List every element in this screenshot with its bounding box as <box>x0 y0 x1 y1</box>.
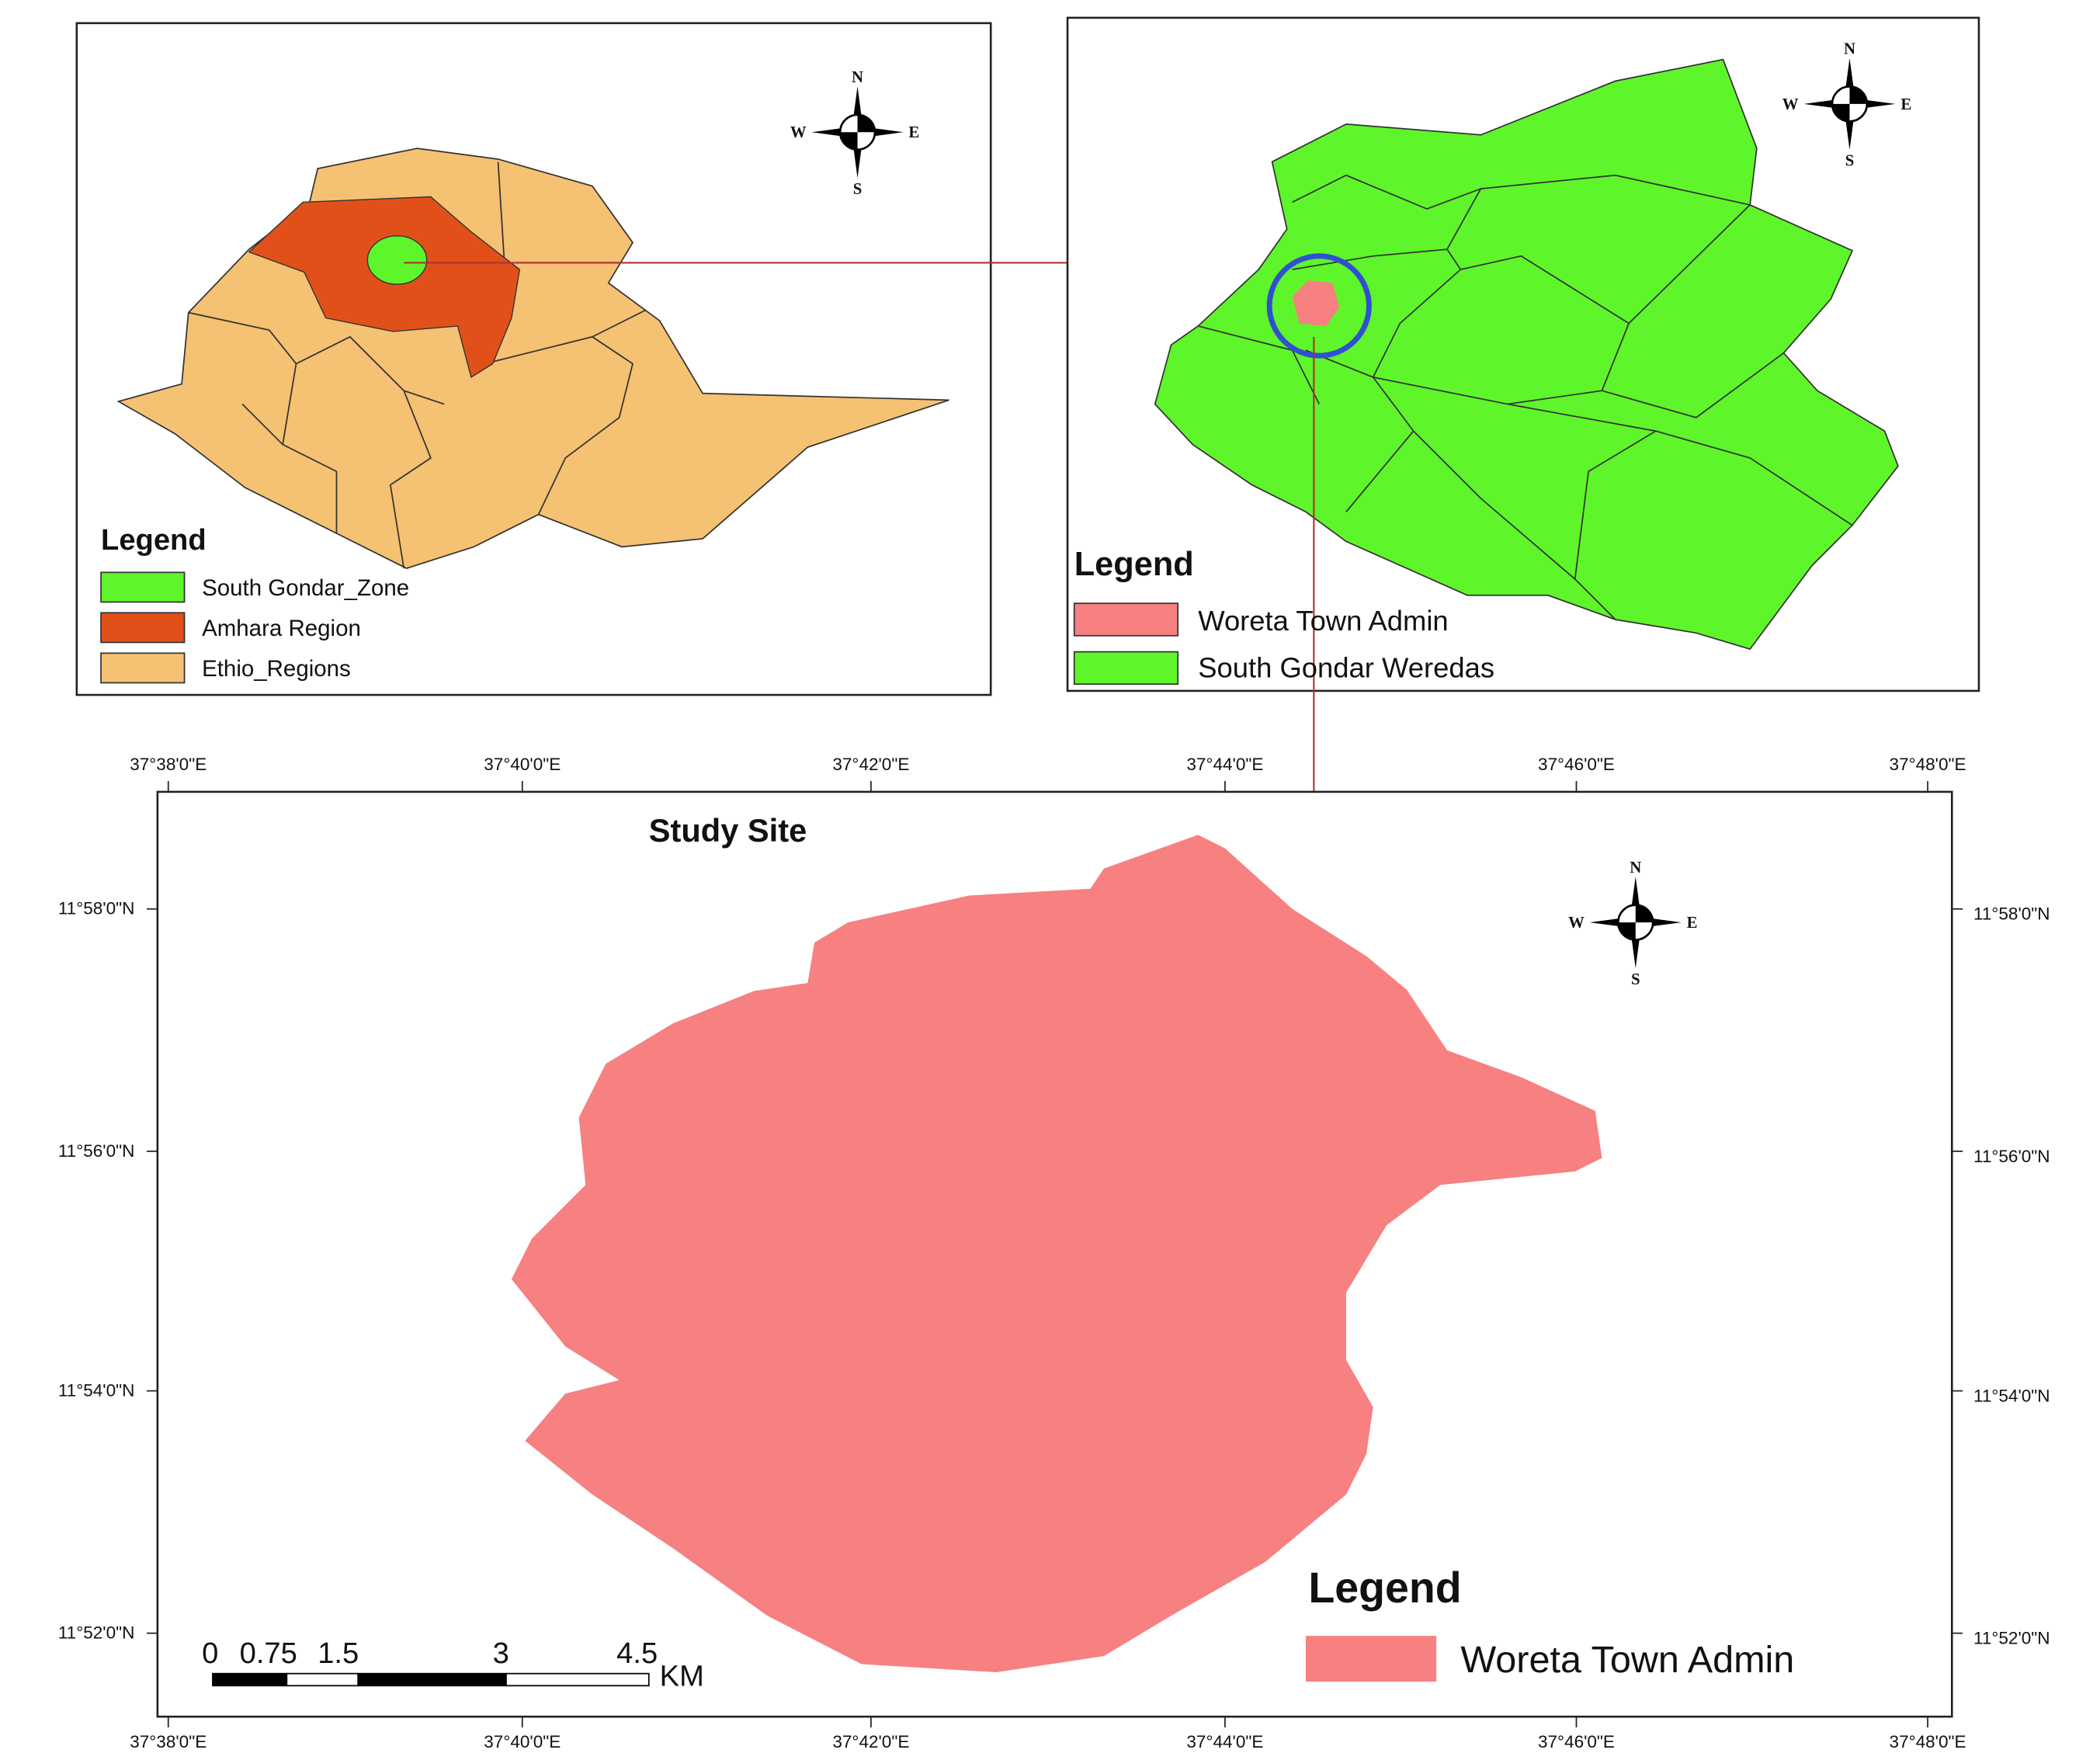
legend-swatch <box>100 652 186 684</box>
scale-unit: KM <box>660 1659 704 1692</box>
bottom-tick-label: 37°38'0"E <box>130 1732 207 1751</box>
legend-title: Legend <box>1074 546 1194 583</box>
compass-e: E <box>1687 914 1698 932</box>
bottom-tick-label: 37°48'0"E <box>1890 1732 1966 1751</box>
right-tick-label: 11°52'0"N <box>1973 1629 2050 1648</box>
study-site-highlight <box>1266 253 1372 359</box>
left-tick-label: 11°58'0"N <box>58 899 135 918</box>
legend-label: Woreta Town Admin <box>1460 1639 1794 1681</box>
top-tick-label: 37°38'0"E <box>130 755 207 774</box>
legend-label: South Gondar Weredas <box>1198 652 1494 684</box>
top-tick-label: 37°42'0"E <box>832 755 909 774</box>
scale-label: 3 <box>493 1637 509 1670</box>
scale-label: 0.75 <box>240 1637 297 1670</box>
region-borders <box>188 161 647 569</box>
legend-label: Woreta Town Admin <box>1198 605 1448 637</box>
left-tick-label: 11°54'0"N <box>58 1380 135 1400</box>
compass-e: E <box>908 123 919 141</box>
top-tick-label: 37°46'0"E <box>1538 755 1615 774</box>
woreta-town-small <box>1292 280 1340 326</box>
scale-segment <box>357 1672 507 1687</box>
scale-segment <box>505 1672 650 1687</box>
compass-s: S <box>853 180 863 198</box>
woreta-town-admin <box>511 835 1602 1672</box>
legend-swatch <box>1305 1636 1437 1682</box>
top-tick-label: 37°40'0"E <box>484 755 561 774</box>
legend-title: Legend <box>101 523 207 557</box>
compass-n: N <box>1844 40 1855 58</box>
compass-s: S <box>1845 152 1855 170</box>
legend-title: Legend <box>1308 1564 1461 1612</box>
compass-w: W <box>1782 95 1799 113</box>
bottom-tick-label: 37°44'0"E <box>1186 1732 1263 1751</box>
south-gondar-weredas <box>1154 58 1899 651</box>
left-tick-label: 11°56'0"N <box>58 1141 135 1161</box>
bottom-tick-label: 37°40'0"E <box>484 1732 561 1751</box>
amhara-region <box>248 196 521 378</box>
scale-segment <box>212 1672 288 1687</box>
bottom-tick-label: 37°42'0"E <box>832 1732 909 1751</box>
legend-label: Amhara Region <box>202 616 361 641</box>
scale-bar <box>212 1672 650 1687</box>
legend-swatch <box>1073 602 1179 637</box>
compass-n: N <box>1630 859 1641 877</box>
compass-quadrants <box>1618 904 1654 940</box>
legend-label: Ethio_Regions <box>202 656 351 682</box>
right-tick-label: 11°58'0"N <box>1973 904 2050 924</box>
compass-s: S <box>1631 970 1640 988</box>
compass-quadrants <box>1832 86 1867 122</box>
right-tick-label: 11°54'0"N <box>1973 1386 2050 1405</box>
top-tick-label: 37°44'0"E <box>1186 755 1263 774</box>
legend-label: South Gondar_Zone <box>202 575 409 601</box>
legend-swatch <box>100 612 186 644</box>
scale-segment <box>286 1672 359 1687</box>
south-gondar-zone <box>366 235 428 285</box>
compass-w: W <box>790 123 807 141</box>
scale-label: 0 <box>202 1637 218 1670</box>
left-tick-label: 11°52'0"N <box>58 1623 135 1643</box>
scale-label: 4.5 <box>616 1637 658 1670</box>
study-site-title: Study Site <box>649 812 807 849</box>
compass-n: N <box>852 68 863 86</box>
bottom-tick-label: 37°46'0"E <box>1538 1732 1615 1751</box>
right-tick-label: 11°56'0"N <box>1973 1147 2050 1166</box>
legend-swatch <box>100 571 186 603</box>
scale-label: 1.5 <box>318 1637 359 1670</box>
top-tick-label: 37°48'0"E <box>1890 755 1966 774</box>
compass-w: W <box>1568 914 1585 932</box>
compass-e: E <box>1900 95 1911 113</box>
legend-swatch <box>1073 651 1179 686</box>
